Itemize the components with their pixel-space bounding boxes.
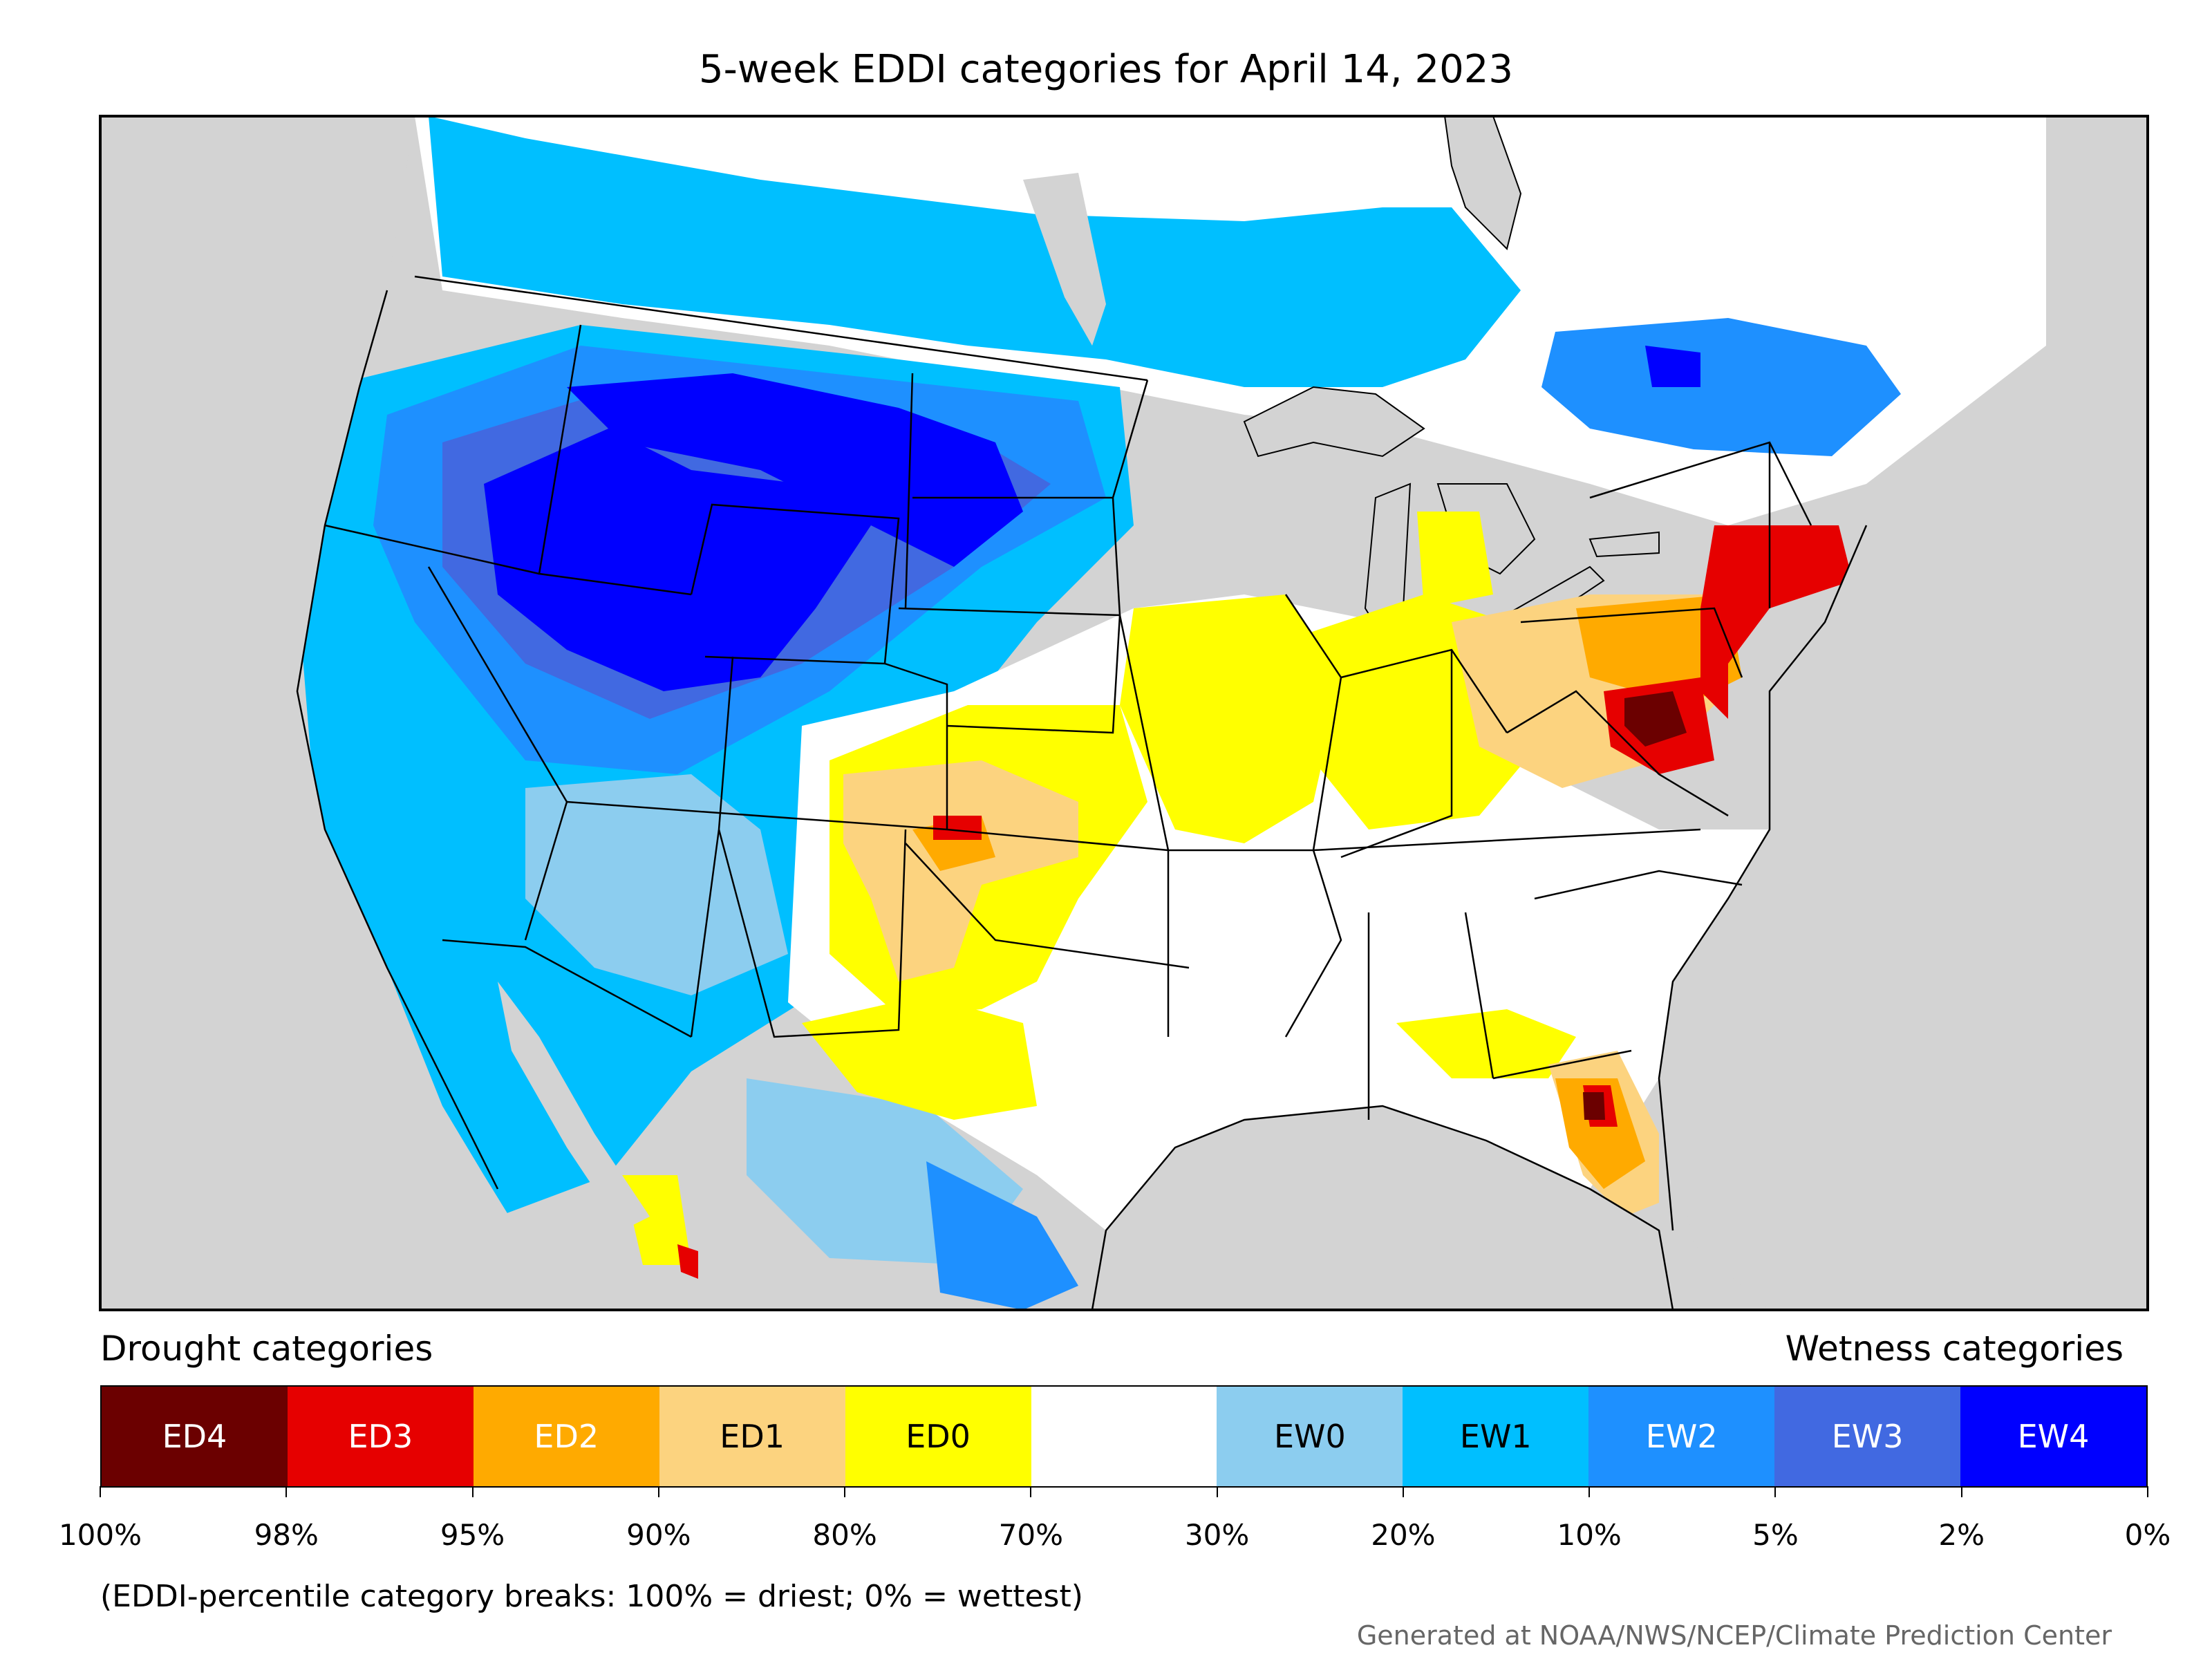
colorbar-tick-label: 80%: [812, 1518, 877, 1552]
colorbar-tick: [1774, 1486, 1777, 1497]
hudson-bay-inlet: [1443, 116, 1522, 250]
west-wet-ew4: [484, 429, 871, 691]
baja-ed3: [677, 1244, 698, 1279]
map-frame: [99, 115, 2149, 1311]
coastlines: [296, 290, 1868, 1310]
colorbar-tick: [100, 1486, 101, 1497]
state-boundaries: [324, 275, 1812, 1120]
colorbar-cell-ed3: ED3: [287, 1387, 474, 1486]
colorbar-cell-ew0: EW0: [1217, 1387, 1403, 1486]
mexico-ed0: [622, 1175, 691, 1265]
canada-east-wet: [1541, 318, 1901, 456]
lake-ontario: [1588, 531, 1660, 558]
colorbar-cell-ew4: EW4: [1960, 1387, 2146, 1486]
southeast-ed0: [1396, 1009, 1576, 1078]
panhandle-ed3: [933, 816, 982, 840]
colorbar-cell-ew2: EW2: [1588, 1387, 1775, 1486]
colorbar-tick-label: 100%: [58, 1518, 142, 1552]
credit-line: Generated at NOAA/NWS/NCEP/Climate Predi…: [1356, 1620, 2112, 1651]
colorbar-tick-label: 0%: [2124, 1518, 2171, 1552]
gulf-of-mexico: [1092, 1106, 1673, 1310]
colorbar-tick-label: 20%: [1371, 1518, 1436, 1552]
colorbar-tick: [1402, 1486, 1404, 1497]
colorbar-cell-ew3: EW3: [1774, 1387, 1961, 1486]
midwest-ed0: [1120, 594, 1341, 843]
colorbar-tick: [1216, 1486, 1218, 1497]
colorbar-cell-ed4: ED4: [102, 1387, 288, 1486]
colorbar-tick: [657, 1486, 659, 1497]
colorbar-tick: [1960, 1486, 1962, 1497]
colorbar-tick: [1030, 1486, 1032, 1497]
colorbar-cell-ew1: EW1: [1403, 1387, 1589, 1486]
lake-winnipeg: [1023, 173, 1106, 346]
category-colorbar: ED4 ED3 ED2 ED1 ED0 EW0 EW1 EW2 EW3 EW4: [100, 1385, 2148, 1488]
colorbar-cell-normal: [1031, 1387, 1217, 1486]
gulf-of-california: [498, 982, 650, 1230]
pacific-ocean: [100, 116, 567, 1310]
southwest-ew0: [525, 774, 788, 995]
atlantic-ocean: [1659, 525, 2148, 1310]
maryland-ed4: [1624, 691, 1687, 747]
colorbar-cell-ed1: ED1: [659, 1387, 845, 1486]
colorbar-tick-label: 2%: [1938, 1518, 1985, 1552]
florida-ed4: [1583, 1092, 1605, 1120]
eddi-map: [99, 115, 2149, 1311]
colorbar-tick-label: 90%: [626, 1518, 691, 1552]
michigan-ed0: [1417, 512, 1493, 608]
colorbar-cell-ed0: ED0: [845, 1387, 1031, 1486]
drought-categories-heading: Drought categories: [100, 1329, 433, 1369]
colorbar-tick: [844, 1486, 846, 1497]
wetness-categories-heading: Wetness categories: [1785, 1329, 2124, 1369]
colorbar-tick-label: 70%: [998, 1518, 1064, 1552]
lake-superior: [1243, 386, 1425, 458]
colorbar-tick-label: 5%: [1752, 1518, 1799, 1552]
colorbar-tick: [471, 1486, 474, 1497]
colorbar-tick: [2147, 1486, 2148, 1497]
colorbar-tick-label: 95%: [440, 1518, 505, 1552]
florida-ed2: [1555, 1078, 1645, 1189]
colorbar-tick: [285, 1486, 288, 1497]
northeast-ed3: [1700, 525, 1853, 719]
texas-ed0: [802, 995, 1037, 1120]
canada-wet-band: [429, 116, 1521, 387]
percentile-note: (EDDI-percentile category breaks: 100% =…: [100, 1579, 1083, 1614]
map-title: 5-week EDDI categories for April 14, 202…: [698, 47, 1514, 92]
colorbar-tick: [1588, 1486, 1591, 1497]
colorbar-tick-label: 10%: [1557, 1518, 1622, 1552]
colorbar-tick-label: 30%: [1184, 1518, 1250, 1552]
colorbar-tick-label: 98%: [254, 1518, 319, 1552]
mexico-ew2: [926, 1161, 1078, 1310]
canada-deep-wet: [1645, 346, 1700, 387]
colorbar-cell-ed2: ED2: [473, 1387, 659, 1486]
